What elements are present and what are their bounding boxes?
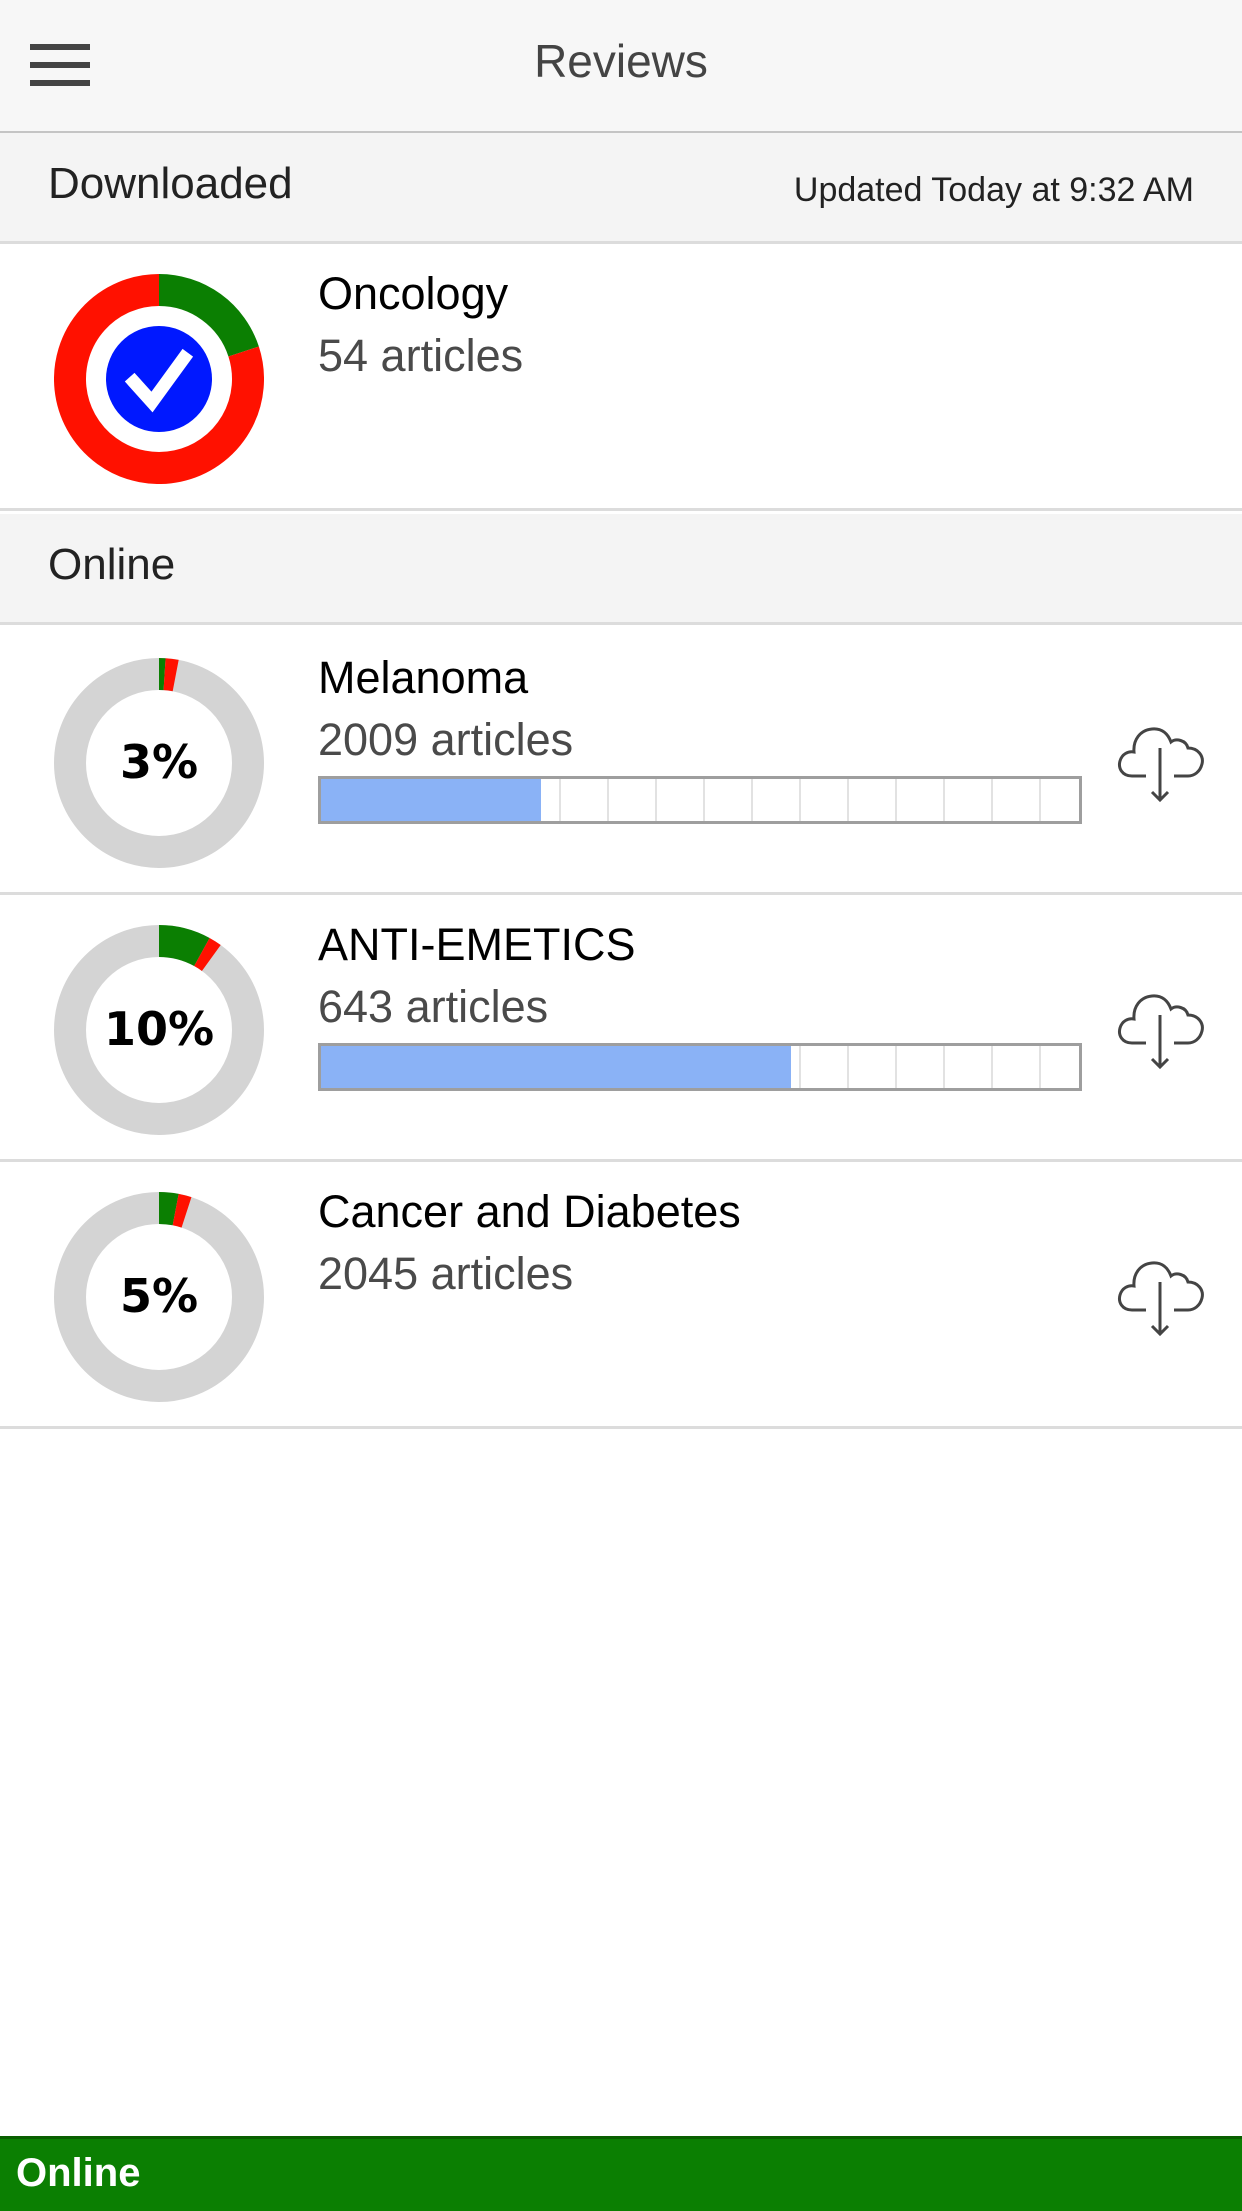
cloud-download-icon[interactable] <box>1116 716 1206 806</box>
ring-segment-green <box>159 1208 176 1210</box>
cloud-download-icon[interactable] <box>1116 1250 1206 1340</box>
item-name: Cancer and Diabetes <box>318 1186 741 1238</box>
list-item[interactable]: 3% Melanoma 2009 articles <box>0 628 1242 895</box>
item-count: 2045 articles <box>318 1248 573 1300</box>
percent-label: 3% <box>120 735 198 789</box>
page-title: Reviews <box>0 34 1242 88</box>
download-progress-bar <box>318 776 1082 824</box>
connection-status-bar: Online <box>0 2136 1242 2211</box>
progress-ring: 10% <box>54 925 264 1135</box>
top-bar: Reviews <box>0 0 1242 133</box>
downloaded-badge <box>106 326 212 432</box>
item-name: Melanoma <box>318 652 528 704</box>
connection-status: Online <box>16 2151 140 2196</box>
list-item[interactable]: 5% Cancer and Diabetes 2045 articles <box>0 1162 1242 1429</box>
percent-label: 5% <box>120 1269 198 1323</box>
ring-segment-green <box>159 941 202 952</box>
cloud-download-icon[interactable] <box>1116 983 1206 1073</box>
section-label: Downloaded <box>48 159 293 209</box>
section-label: Online <box>48 540 175 590</box>
downloaded-section-header: Downloaded Updated Today at 9:32 AM <box>0 133 1242 244</box>
progress-ring: 3% <box>54 658 264 868</box>
download-progress-bar <box>318 1043 1082 1091</box>
progress-ring: 5% <box>54 1192 264 1402</box>
list-item[interactable]: 10% ANTI-EMETICS 643 articles <box>0 895 1242 1162</box>
updated-timestamp: Updated Today at 9:32 AM <box>794 171 1194 210</box>
item-count: 643 articles <box>318 981 548 1033</box>
download-ring <box>54 274 264 484</box>
progress-fill <box>321 1046 791 1088</box>
progress-fill <box>321 779 541 821</box>
ring-segment-red <box>165 674 176 675</box>
percent-label: 10% <box>104 1002 214 1056</box>
online-section-header: Online <box>0 514 1242 625</box>
item-count: 54 articles <box>318 330 523 382</box>
item-name: Oncology <box>318 268 508 320</box>
list-item-oncology[interactable]: Oncology 54 articles <box>0 244 1242 511</box>
ring-segment-red <box>176 1210 187 1213</box>
ring-segment-red <box>202 952 211 958</box>
item-name: ANTI-EMETICS <box>318 919 636 971</box>
item-count: 2009 articles <box>318 714 573 766</box>
